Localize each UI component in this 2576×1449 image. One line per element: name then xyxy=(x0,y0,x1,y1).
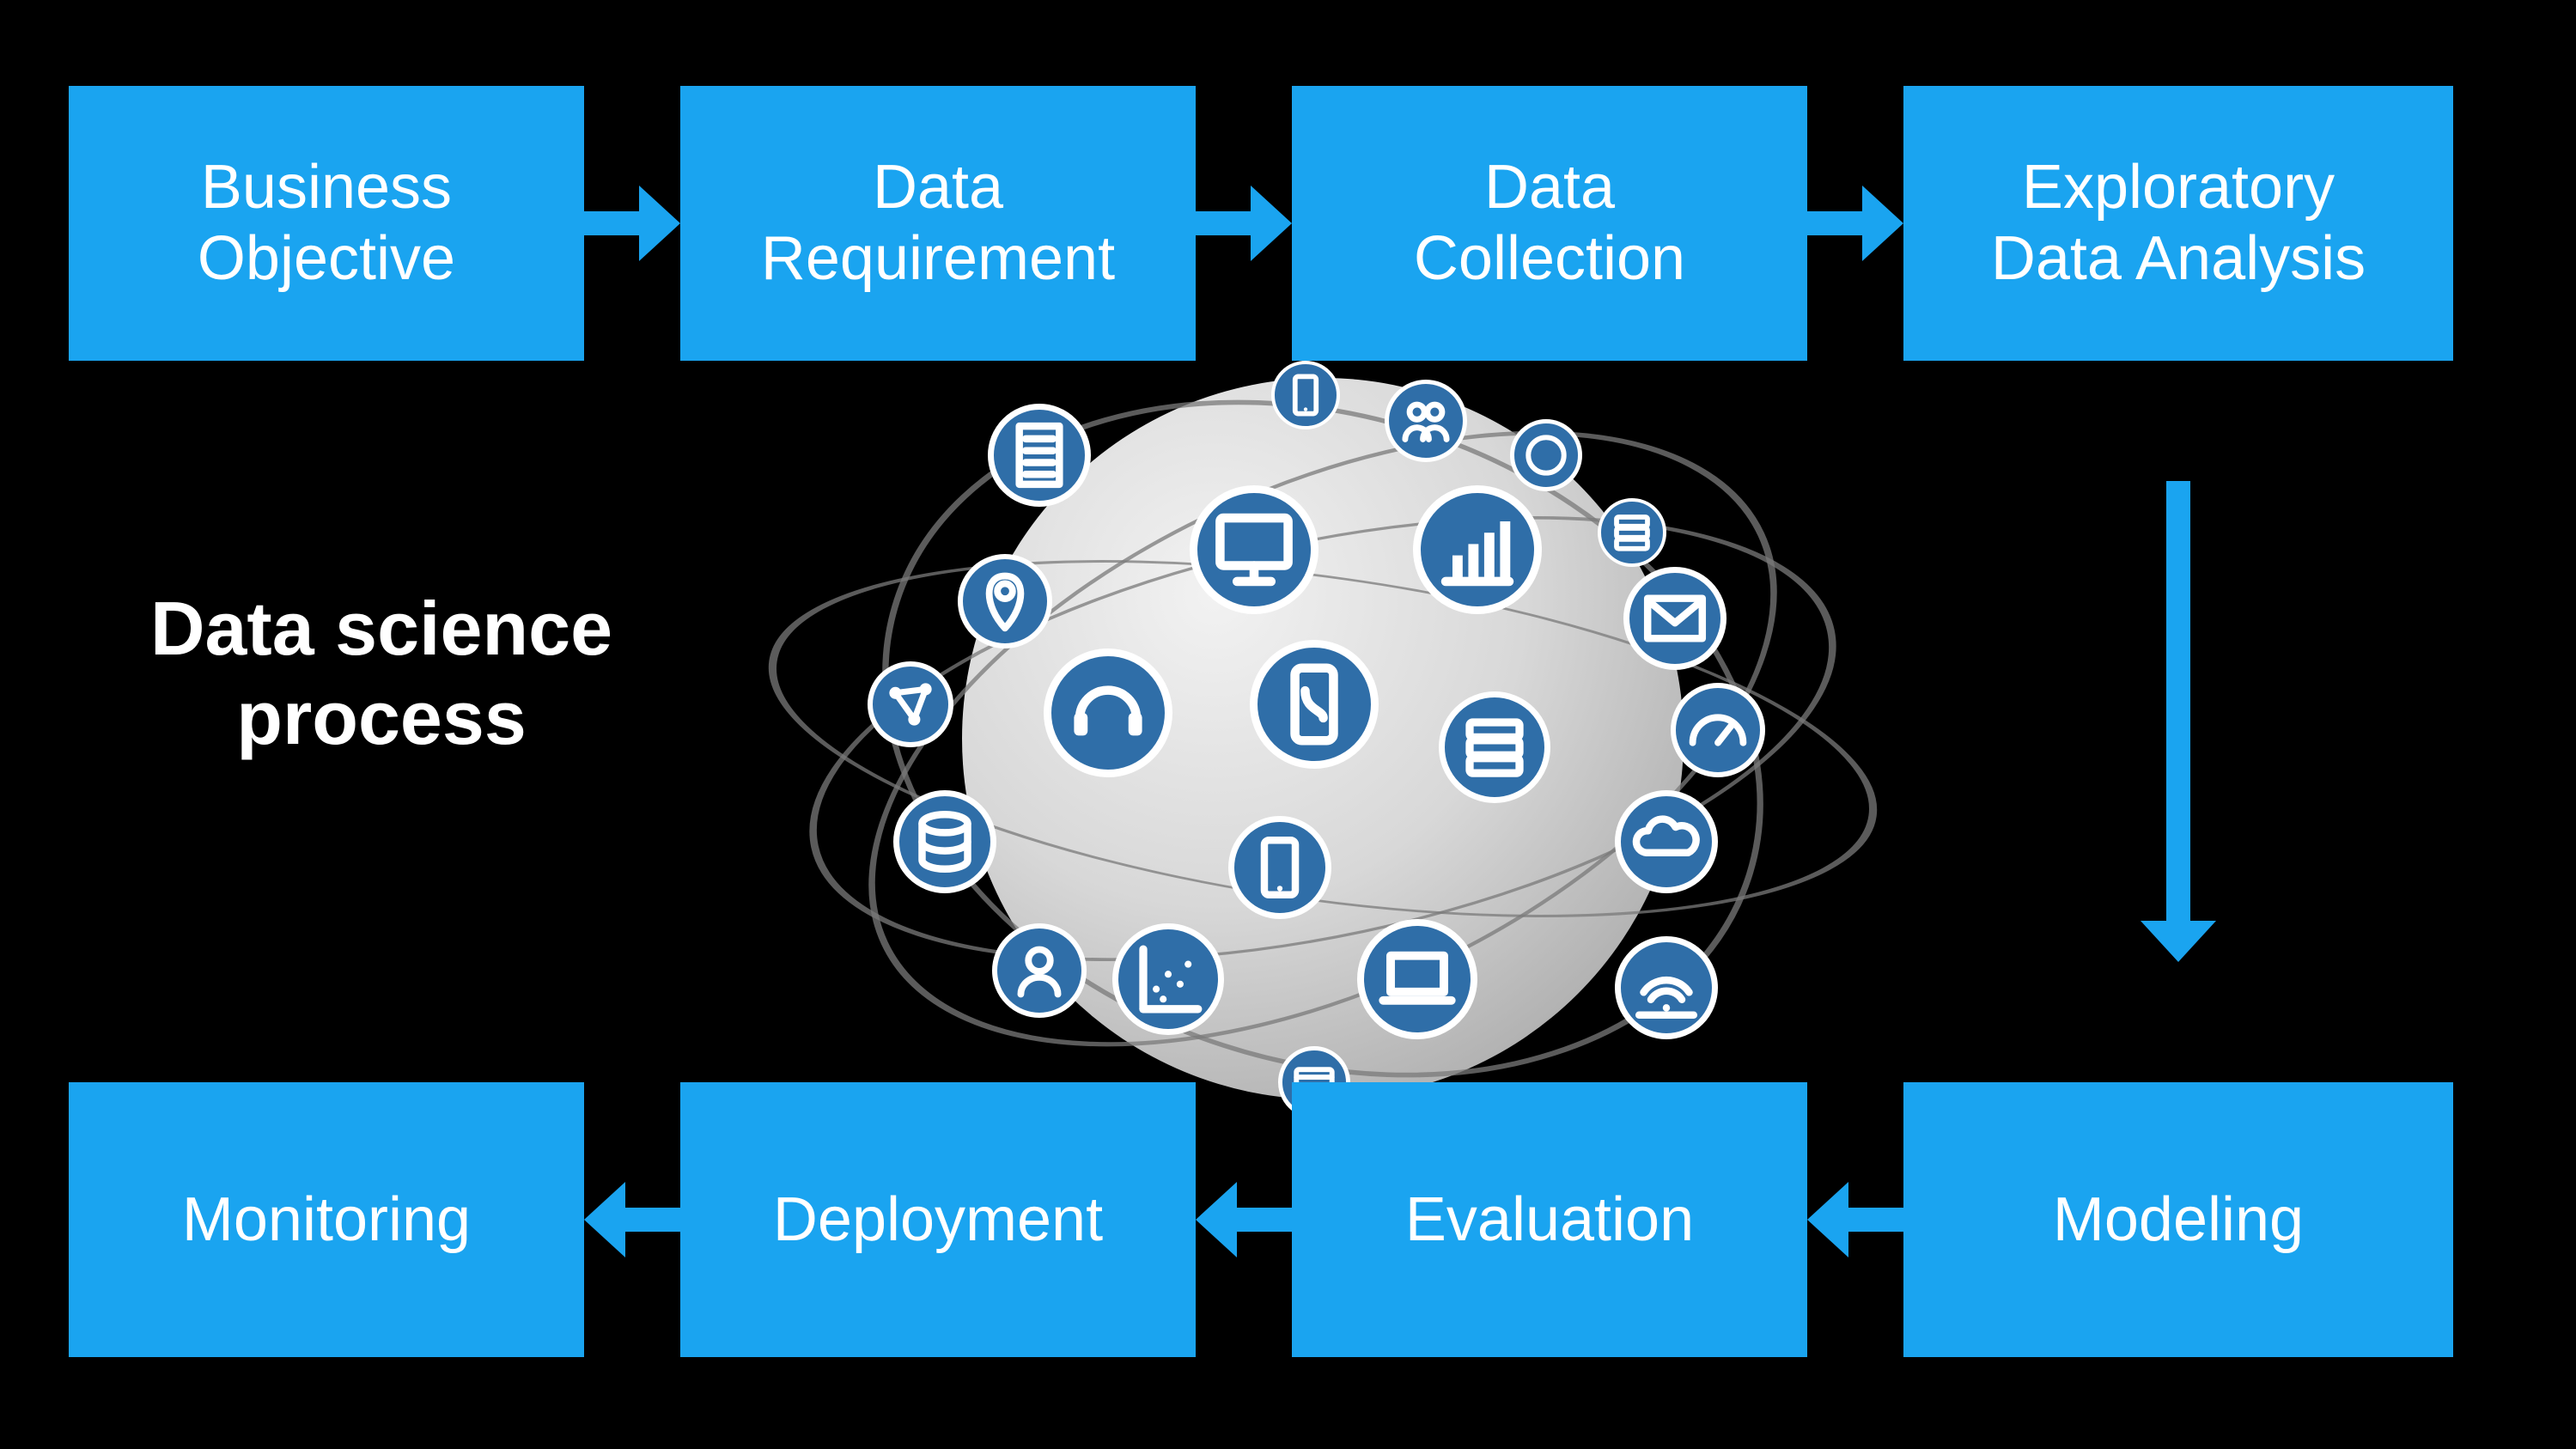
monitor-icon xyxy=(1190,485,1318,614)
ring-icon xyxy=(1510,419,1582,491)
flow-box-monitoring: Monitoring xyxy=(69,1082,584,1357)
flow-arrow xyxy=(1807,1182,1903,1257)
flow-box-data-requirement: Data Requirement xyxy=(680,86,1196,361)
call-icon xyxy=(1250,640,1379,769)
network-icon xyxy=(868,661,953,747)
people-icon xyxy=(1385,380,1467,462)
server-icon xyxy=(1439,691,1550,803)
flow-arrow xyxy=(2141,481,2216,962)
laptop-icon xyxy=(1357,919,1477,1039)
document-icon xyxy=(988,404,1091,507)
flow-box-deployment: Deployment xyxy=(680,1082,1196,1357)
diagram-title: Data science process xyxy=(107,584,656,763)
flow-arrow xyxy=(1196,186,1292,261)
barchart-icon xyxy=(1413,485,1542,614)
flow-box-exploratory-analysis: Exploratory Data Analysis xyxy=(1903,86,2453,361)
database-icon xyxy=(893,790,996,893)
flow-arrow xyxy=(584,1182,680,1257)
mail-icon xyxy=(1623,567,1726,670)
scatter-icon xyxy=(1112,923,1224,1035)
tablet-icon xyxy=(1228,816,1331,919)
diagram-canvas: Data science process Business Objective D… xyxy=(0,0,2576,1449)
flow-box-evaluation: Evaluation xyxy=(1292,1082,1807,1357)
server-small-icon xyxy=(1598,498,1666,567)
flow-arrow xyxy=(584,186,680,261)
headset-icon xyxy=(1044,648,1172,777)
gauge-icon xyxy=(1671,683,1765,777)
flow-arrow xyxy=(1196,1182,1292,1257)
flow-box-modeling: Modeling xyxy=(1903,1082,2453,1357)
pin-icon xyxy=(958,554,1052,648)
cloud-icon xyxy=(1615,790,1718,893)
flow-box-data-collection: Data Collection xyxy=(1292,86,1807,361)
wifi-icon xyxy=(1615,936,1718,1039)
phone-small-icon xyxy=(1271,361,1340,429)
user-icon xyxy=(992,923,1087,1018)
flow-arrow xyxy=(1807,186,1903,261)
flow-box-business-objective: Business Objective xyxy=(69,86,584,361)
